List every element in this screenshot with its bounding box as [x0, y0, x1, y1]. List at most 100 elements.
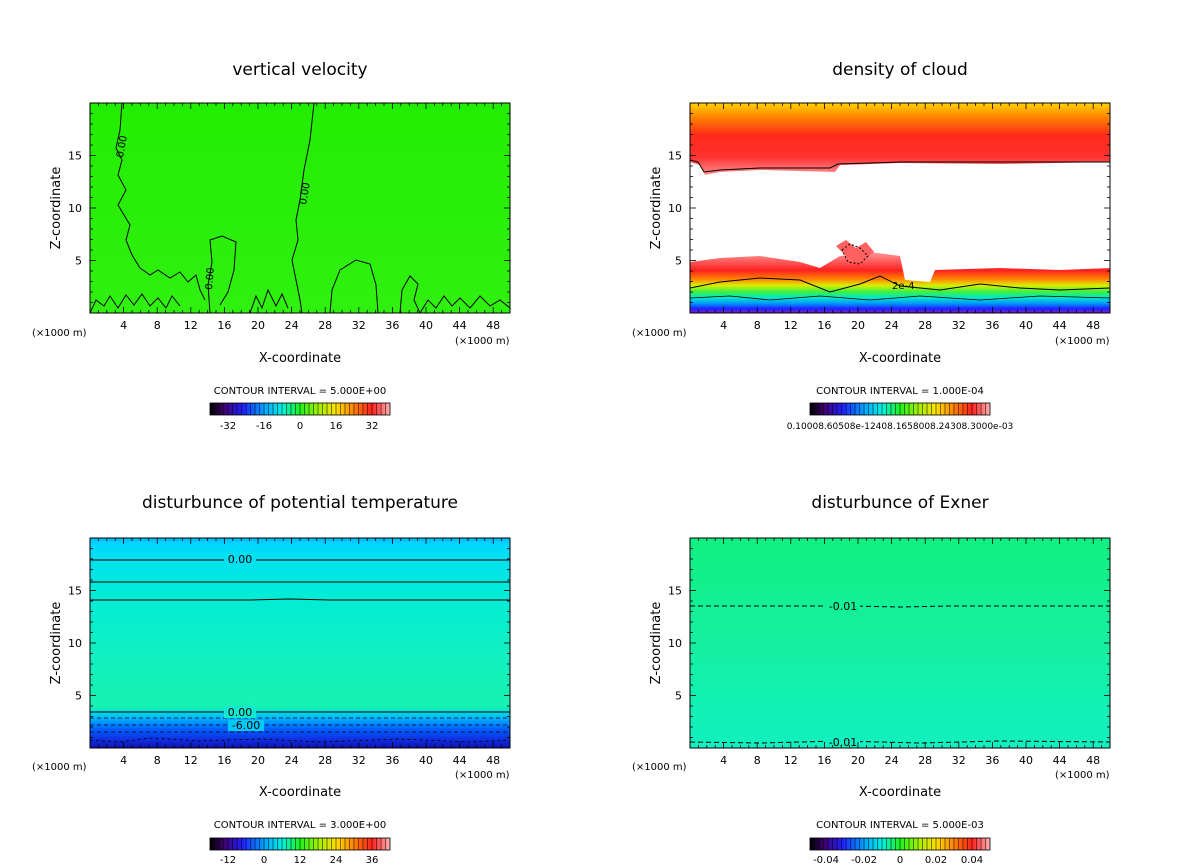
colorbar: -0.04 -0.02 0 0.02 0.04 — [809, 837, 991, 866]
contour-interval: CONTOUR INTERVAL = 5.000E+00 — [214, 386, 386, 397]
x-tick-label: 28 — [918, 754, 932, 767]
x-tick-label: 24 — [285, 319, 299, 332]
y-tick-label: 15 — [668, 150, 682, 163]
contour-label: -6.00 — [232, 719, 260, 732]
x-tick-label: 4 — [720, 754, 727, 767]
colorbar-label: 32 — [366, 421, 379, 432]
x-tick-label: 44 — [453, 754, 467, 767]
colorbar: -12 0 12 24 36 — [209, 837, 391, 866]
x-unit-left: (×1000 m) — [32, 328, 87, 339]
contour-label: 0.00 — [204, 267, 217, 290]
x-tick-label: 12 — [184, 319, 198, 332]
y-tick-label: 5 — [675, 255, 682, 268]
contour-label: 0.00 — [298, 182, 313, 206]
x-tick-label: 20 — [851, 754, 865, 767]
y-tick-label: 10 — [68, 202, 82, 215]
x-tick-label: 8 — [154, 754, 161, 767]
contour-lines — [90, 103, 510, 313]
x-tick-label: 48 — [486, 754, 500, 767]
y-axis-label: Z-coordinate — [49, 602, 64, 685]
x-unit-right: (×1000 m) — [1055, 336, 1110, 347]
x-tick-label: 48 — [1086, 754, 1100, 767]
x-tick-label: 36 — [385, 754, 399, 767]
chart-title: disturbunce of potential temperature — [142, 493, 458, 513]
colorbar-label: 24 — [330, 855, 343, 866]
y-tick-label: 15 — [668, 585, 682, 598]
x-tick-label: 40 — [1019, 319, 1033, 332]
contour-interval: CONTOUR INTERVAL = 5.000E-03 — [816, 820, 984, 831]
x-unit-left: (×1000 m) — [632, 762, 687, 773]
x-unit-left: (×1000 m) — [32, 762, 87, 773]
x-tick-label: 44 — [1053, 319, 1067, 332]
chart-title: density of cloud — [832, 60, 968, 80]
contour-label: 0.00 — [228, 553, 253, 566]
heatmap-field — [90, 538, 510, 748]
x-tick-label: 16 — [217, 319, 231, 332]
contour-interval: CONTOUR INTERVAL = 1.000E-04 — [816, 386, 984, 397]
x-tick-label: 16 — [217, 754, 231, 767]
x-tick-label: 28 — [318, 319, 332, 332]
contour-label: 0.00 — [115, 135, 130, 159]
label-mask — [826, 737, 860, 747]
x-tick-label: 40 — [1019, 754, 1033, 767]
x-tick-label: 48 — [1086, 319, 1100, 332]
contour-interval: CONTOUR INTERVAL = 3.000E+00 — [214, 820, 386, 831]
y-tick-label: 5 — [75, 690, 82, 703]
label-mask — [224, 553, 256, 565]
x-unit-right: (×1000 m) — [455, 336, 510, 347]
x-axis-label: X-coordinate — [259, 785, 341, 800]
colorbar-label: -0.04 — [813, 855, 839, 866]
x-tick-label: 32 — [952, 754, 966, 767]
x-tick-label: 4 — [120, 754, 127, 767]
x-tick-label: 36 — [985, 319, 999, 332]
y-tick-label: 10 — [68, 637, 82, 650]
x-tick-label: 36 — [385, 319, 399, 332]
x-tick-label: 40 — [419, 754, 433, 767]
x-axis-label: X-coordinate — [859, 785, 941, 800]
x-tick-label: 44 — [1053, 754, 1067, 767]
x-tick-label: 24 — [885, 319, 899, 332]
colorbar-label: 16 — [330, 421, 343, 432]
y-axis-label: Z-coordinate — [649, 602, 664, 685]
label-mask — [228, 720, 264, 731]
y-axis-label: Z-coordinate — [649, 167, 664, 250]
x-tick-label: 36 — [985, 754, 999, 767]
heatmap-field — [90, 103, 510, 313]
y-tick-label: 10 — [668, 202, 682, 215]
x-tick-label: 8 — [154, 319, 161, 332]
x-tick-label: 12 — [184, 754, 198, 767]
y-axis-label: Z-coordinate — [49, 167, 64, 250]
y-tick-label: 5 — [75, 255, 82, 268]
x-tick-label: 48 — [486, 319, 500, 332]
x-tick-label: 28 — [918, 319, 932, 332]
x-tick-label: 16 — [817, 754, 831, 767]
y-tick-label: 5 — [675, 690, 682, 703]
x-tick-label: 4 — [120, 319, 127, 332]
x-tick-label: 8 — [754, 319, 761, 332]
panel-exner: disturbunce of Exner -0.01 -0.01 4 8 12 16 2… — [632, 493, 1111, 866]
colorbar: 0.10008.60508e-12408.1658008.24308.3000e… — [787, 402, 1013, 432]
colorbar-label: -12 — [220, 855, 236, 866]
label-mask — [224, 706, 256, 718]
y-tick-label: 10 — [668, 637, 682, 650]
colorbar-label: -0.02 — [851, 855, 877, 866]
x-unit-right: (×1000 m) — [1055, 770, 1110, 781]
colorbar-label: -16 — [256, 421, 272, 432]
x-tick-label: 28 — [318, 754, 332, 767]
x-tick-label: 16 — [817, 319, 831, 332]
x-tick-label: 12 — [784, 754, 798, 767]
chart-title: vertical velocity — [232, 60, 367, 80]
cloud-layers — [690, 103, 1110, 313]
x-unit-left: (×1000 m) — [632, 328, 687, 339]
colorbar-label: 0 — [897, 855, 903, 866]
contour-label: -0.01 — [829, 736, 857, 749]
colorbar-label: 12 — [294, 855, 307, 866]
colorbar-label: 0 — [297, 421, 303, 432]
x-tick-label: 40 — [419, 319, 433, 332]
contour-label: 2e-4 — [892, 281, 915, 292]
x-axis-label: X-coordinate — [859, 351, 941, 366]
x-tick-label: 32 — [352, 754, 366, 767]
x-axis-label: X-coordinate — [259, 351, 341, 366]
contour-lines — [690, 605, 1110, 744]
